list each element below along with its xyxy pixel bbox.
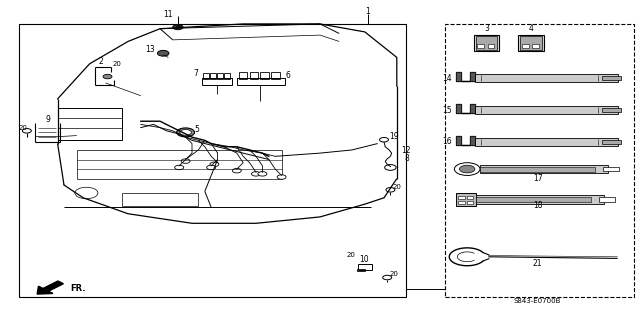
Bar xyxy=(237,78,285,85)
Text: 4: 4 xyxy=(529,24,534,33)
Bar xyxy=(458,196,465,199)
Circle shape xyxy=(277,175,286,179)
Bar xyxy=(476,197,591,202)
Circle shape xyxy=(386,188,395,192)
Text: 8: 8 xyxy=(404,154,409,163)
Text: 21: 21 xyxy=(533,259,542,268)
Bar xyxy=(488,44,494,48)
Bar xyxy=(480,167,595,172)
Circle shape xyxy=(173,25,183,30)
Bar xyxy=(77,150,282,179)
Bar xyxy=(603,167,619,171)
Bar xyxy=(475,138,618,146)
Circle shape xyxy=(210,162,219,167)
Bar xyxy=(458,201,465,204)
Bar xyxy=(250,72,258,79)
Bar xyxy=(476,36,497,50)
Bar xyxy=(445,24,634,297)
Text: 5: 5 xyxy=(195,125,200,134)
Circle shape xyxy=(252,172,260,176)
Bar xyxy=(599,197,615,202)
Text: 7: 7 xyxy=(193,69,198,78)
Bar xyxy=(260,72,269,79)
Text: 18: 18 xyxy=(533,201,542,210)
Bar xyxy=(520,36,542,50)
Text: 20: 20 xyxy=(392,184,401,189)
Text: 11: 11 xyxy=(163,10,172,19)
Bar xyxy=(467,196,473,199)
Circle shape xyxy=(180,130,191,135)
Bar xyxy=(203,73,209,79)
Text: 17: 17 xyxy=(532,174,543,183)
Bar xyxy=(522,44,529,48)
Circle shape xyxy=(157,50,169,56)
Bar xyxy=(122,193,198,206)
Bar xyxy=(476,195,604,204)
Text: 16: 16 xyxy=(442,137,452,146)
Text: 13: 13 xyxy=(145,45,156,54)
Bar xyxy=(357,269,365,271)
Bar xyxy=(271,72,280,79)
Bar xyxy=(58,108,122,140)
Bar xyxy=(477,44,484,48)
Bar xyxy=(480,165,608,173)
Text: 15: 15 xyxy=(442,106,452,115)
Polygon shape xyxy=(456,136,475,145)
Text: 14: 14 xyxy=(442,74,452,83)
Circle shape xyxy=(177,128,195,137)
Bar xyxy=(518,35,544,51)
Bar xyxy=(467,201,473,204)
Circle shape xyxy=(22,129,31,133)
Bar xyxy=(224,73,230,79)
Bar xyxy=(475,74,618,82)
Bar xyxy=(217,73,223,79)
Bar xyxy=(602,76,621,80)
Bar xyxy=(602,140,621,144)
Text: S843-E0700B: S843-E0700B xyxy=(514,299,561,304)
Text: 10: 10 xyxy=(358,256,369,264)
Circle shape xyxy=(175,165,184,170)
Bar xyxy=(474,35,499,51)
Circle shape xyxy=(380,137,388,142)
Bar xyxy=(239,72,247,79)
Text: 12: 12 xyxy=(402,146,411,155)
Bar xyxy=(202,78,232,85)
Text: 20: 20 xyxy=(346,252,355,258)
Bar xyxy=(602,108,621,112)
Text: 20: 20 xyxy=(112,62,121,67)
Text: 2: 2 xyxy=(99,57,104,66)
Circle shape xyxy=(454,163,480,175)
Circle shape xyxy=(383,275,392,280)
Polygon shape xyxy=(37,281,63,294)
Circle shape xyxy=(460,165,475,173)
Text: 1: 1 xyxy=(365,7,371,16)
Circle shape xyxy=(103,74,112,79)
Text: 9: 9 xyxy=(45,115,51,124)
Bar xyxy=(475,106,618,114)
Text: 19: 19 xyxy=(388,132,399,141)
Polygon shape xyxy=(456,72,475,81)
Text: FR.: FR. xyxy=(70,284,86,293)
Text: 3: 3 xyxy=(484,24,489,33)
Bar xyxy=(456,193,476,206)
Circle shape xyxy=(385,165,396,170)
Bar xyxy=(210,73,216,79)
Circle shape xyxy=(207,165,216,170)
Bar xyxy=(19,24,406,297)
Text: 20: 20 xyxy=(389,271,398,277)
Text: 20: 20 xyxy=(19,125,28,130)
Bar xyxy=(532,44,539,48)
Bar xyxy=(358,264,372,270)
Circle shape xyxy=(232,168,241,173)
Circle shape xyxy=(181,159,190,163)
Text: 6: 6 xyxy=(285,71,291,80)
Circle shape xyxy=(258,172,267,176)
Polygon shape xyxy=(456,104,475,113)
